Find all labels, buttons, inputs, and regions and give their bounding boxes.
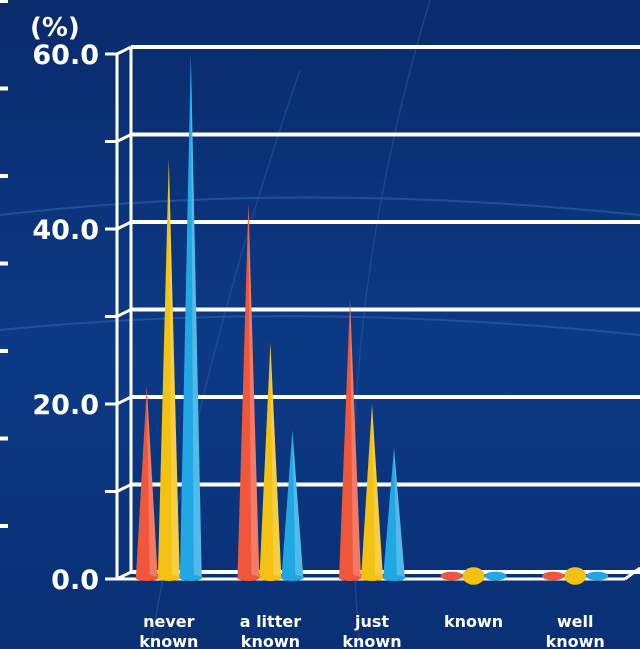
bar-base [361,575,383,581]
bar-shape [440,571,463,581]
bar-shape [259,342,282,579]
bar [135,386,158,581]
bar [383,447,405,581]
bar [586,571,609,581]
bar [361,404,383,581]
x-tick-label: known [241,632,300,649]
gridline-side [116,483,132,493]
y-tick-label: 60.0 [32,40,99,71]
bar-shape [179,54,202,579]
gridline-side [116,395,132,406]
bar-highlight [394,447,405,579]
bar-shape [462,567,485,585]
bar [157,159,180,581]
bar-shape [361,404,383,579]
bar [484,571,507,581]
bar [281,430,304,581]
x-tick-label: just [354,612,389,631]
y-tick-label: 40.0 [32,215,99,246]
bar-shape [237,202,260,579]
bar [339,299,361,581]
bar-shape [383,447,405,579]
bar [179,54,202,581]
bar-base [135,575,158,581]
bar [237,202,260,581]
y-unit-label: (%) [30,13,80,43]
bar-highlight [270,342,282,579]
x-tick-label: known [139,632,198,649]
bar-highlight [350,299,361,579]
bar-highlight [168,159,180,579]
bar-highlight [292,430,304,579]
bar-highlight [248,202,260,579]
y-tick-labels: 0.0 20.0 40.0 60.0 [32,40,99,596]
background-arc [0,196,640,216]
x-tick-label: known [342,632,401,649]
x-tick-label: a litter [240,612,301,631]
bar-shape [157,159,180,579]
bar-highlight [190,54,202,579]
y-tick-label: 20.0 [32,390,99,421]
bar-base [237,575,260,581]
bar-shape [564,567,587,585]
gridline-side [116,133,132,143]
bar [259,342,282,581]
bar-shape [484,571,507,581]
x-axis-side [624,566,640,581]
bar-base [259,575,282,581]
x-tick-label: known [444,612,503,631]
gridline-side [116,45,132,56]
gridline-side [116,220,132,231]
y-tick-label: 0.0 [51,565,99,596]
x-tick-label: well [557,612,594,631]
bar-highlight [372,404,383,579]
bar-base [281,575,304,581]
bar-base [339,575,361,581]
bar-shape [542,571,565,581]
x-tick-label: known [546,632,605,649]
bar-base [383,575,405,581]
bars [135,54,609,585]
bar [564,567,587,585]
bar-base [157,575,180,581]
bar-highlight [146,386,158,579]
bar [542,571,565,581]
bar [440,571,463,581]
bar-shape [281,430,304,579]
bar-base [179,575,202,581]
bar-shape [586,571,609,581]
bar-shape [339,299,361,579]
bar [462,567,485,585]
gridline-side [116,308,132,318]
background-arc [0,315,640,336]
x-tick-label: never [143,612,195,631]
bar-shape [135,386,158,579]
